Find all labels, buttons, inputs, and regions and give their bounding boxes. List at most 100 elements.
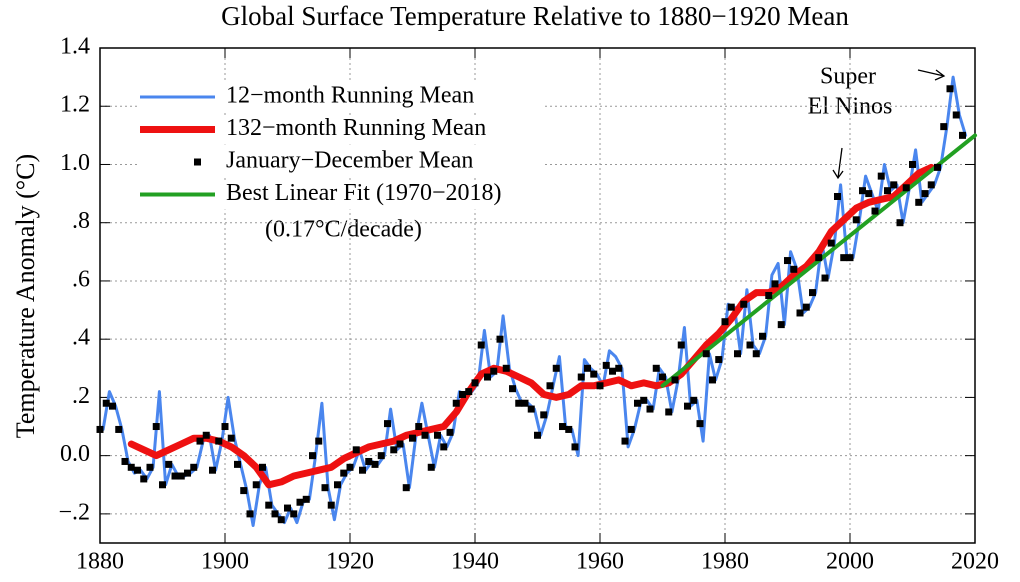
data-point — [784, 257, 791, 265]
data-point — [177, 472, 185, 480]
data-point — [940, 123, 948, 131]
data-point — [171, 472, 179, 480]
y-tick-label: 0.0 — [60, 441, 90, 467]
chart-title: Global Surface Temperature Relative to 1… — [221, 1, 849, 31]
data-point — [465, 388, 473, 396]
data-point — [527, 405, 535, 413]
data-point — [659, 373, 666, 381]
data-point — [402, 484, 410, 492]
data-point — [927, 181, 935, 189]
data-point — [515, 399, 523, 407]
data-point — [815, 254, 823, 262]
data-point — [221, 423, 229, 431]
data-point — [446, 428, 454, 436]
data-point — [646, 405, 654, 413]
data-point — [671, 376, 679, 384]
x-tick-label: 1960 — [576, 549, 624, 575]
data-point — [302, 495, 310, 503]
data-point — [727, 303, 735, 311]
data-point — [415, 423, 423, 431]
data-point — [790, 265, 798, 273]
data-point — [684, 402, 691, 410]
y-tick-label: 1.0 — [60, 150, 90, 176]
y-tick-label: .2 — [72, 383, 90, 409]
series-line — [127, 163, 935, 489]
data-point — [96, 425, 104, 433]
data-point — [959, 131, 966, 139]
data-point — [627, 425, 635, 433]
data-point — [159, 481, 166, 489]
data-point — [565, 425, 573, 433]
x-tick-label: 1940 — [451, 549, 499, 575]
data-point — [871, 207, 879, 215]
data-point — [390, 446, 398, 454]
data-point — [834, 193, 841, 200]
data-point — [309, 452, 316, 460]
data-point — [215, 437, 223, 445]
data-point — [259, 463, 266, 471]
arrows — [832, 69, 946, 180]
y-tick-label: .4 — [72, 325, 90, 351]
data-point — [921, 190, 929, 198]
data-point — [334, 481, 341, 489]
legend-bg — [137, 148, 542, 177]
y-tick-label: .6 — [72, 266, 90, 292]
data-point — [359, 466, 366, 474]
data-point — [846, 254, 854, 262]
data-point — [209, 466, 216, 474]
data-point — [602, 361, 610, 369]
x-tick-label: 1900 — [201, 549, 249, 575]
data-point — [759, 332, 766, 340]
data-point — [802, 303, 810, 311]
data-point — [234, 460, 241, 468]
y-tick-label: .8 — [72, 208, 90, 234]
data-point — [252, 481, 260, 489]
data-point — [540, 411, 548, 419]
arrow — [832, 147, 844, 180]
data-point — [240, 487, 248, 495]
data-point — [652, 364, 660, 372]
data-point — [596, 382, 604, 390]
data-point — [746, 341, 754, 349]
legend-note: (0.17°C/decade) — [265, 217, 422, 243]
data-point — [421, 431, 429, 439]
data-point — [477, 341, 485, 349]
x-tick-label: 2020 — [951, 549, 999, 575]
legend-label: 132−month Running Mean — [226, 115, 486, 141]
data-point — [152, 423, 160, 431]
data-point — [821, 274, 829, 282]
data-point — [884, 187, 891, 195]
data-point — [196, 437, 204, 445]
data-point — [440, 443, 448, 451]
y-tick-label: −.2 — [58, 499, 90, 525]
data-point — [577, 373, 585, 381]
data-point — [590, 370, 598, 378]
data-point — [934, 163, 941, 171]
data-point — [340, 469, 348, 477]
data-point — [690, 396, 698, 404]
data-point — [902, 184, 910, 192]
data-point — [296, 498, 304, 506]
data-point — [140, 475, 148, 483]
data-point — [190, 463, 198, 471]
data-point — [709, 376, 716, 384]
data-point — [490, 367, 498, 375]
data-point — [284, 504, 291, 512]
data-point — [615, 364, 623, 372]
data-point — [852, 216, 860, 224]
data-point — [246, 510, 254, 518]
data-point — [796, 309, 804, 317]
data-point — [677, 341, 685, 349]
data-point — [809, 289, 816, 297]
data-point — [352, 446, 360, 454]
data-point — [502, 364, 510, 372]
data-point — [752, 350, 760, 358]
data-point — [271, 510, 279, 518]
y-axis-label: Temperature Anomaly (°C) — [11, 154, 40, 438]
data-point — [115, 425, 123, 433]
data-point — [571, 443, 579, 451]
legend-label: 12−month Running Mean — [226, 83, 474, 109]
data-point — [896, 219, 904, 227]
data-point — [509, 385, 516, 393]
x-tick-label: 2000 — [826, 549, 874, 575]
